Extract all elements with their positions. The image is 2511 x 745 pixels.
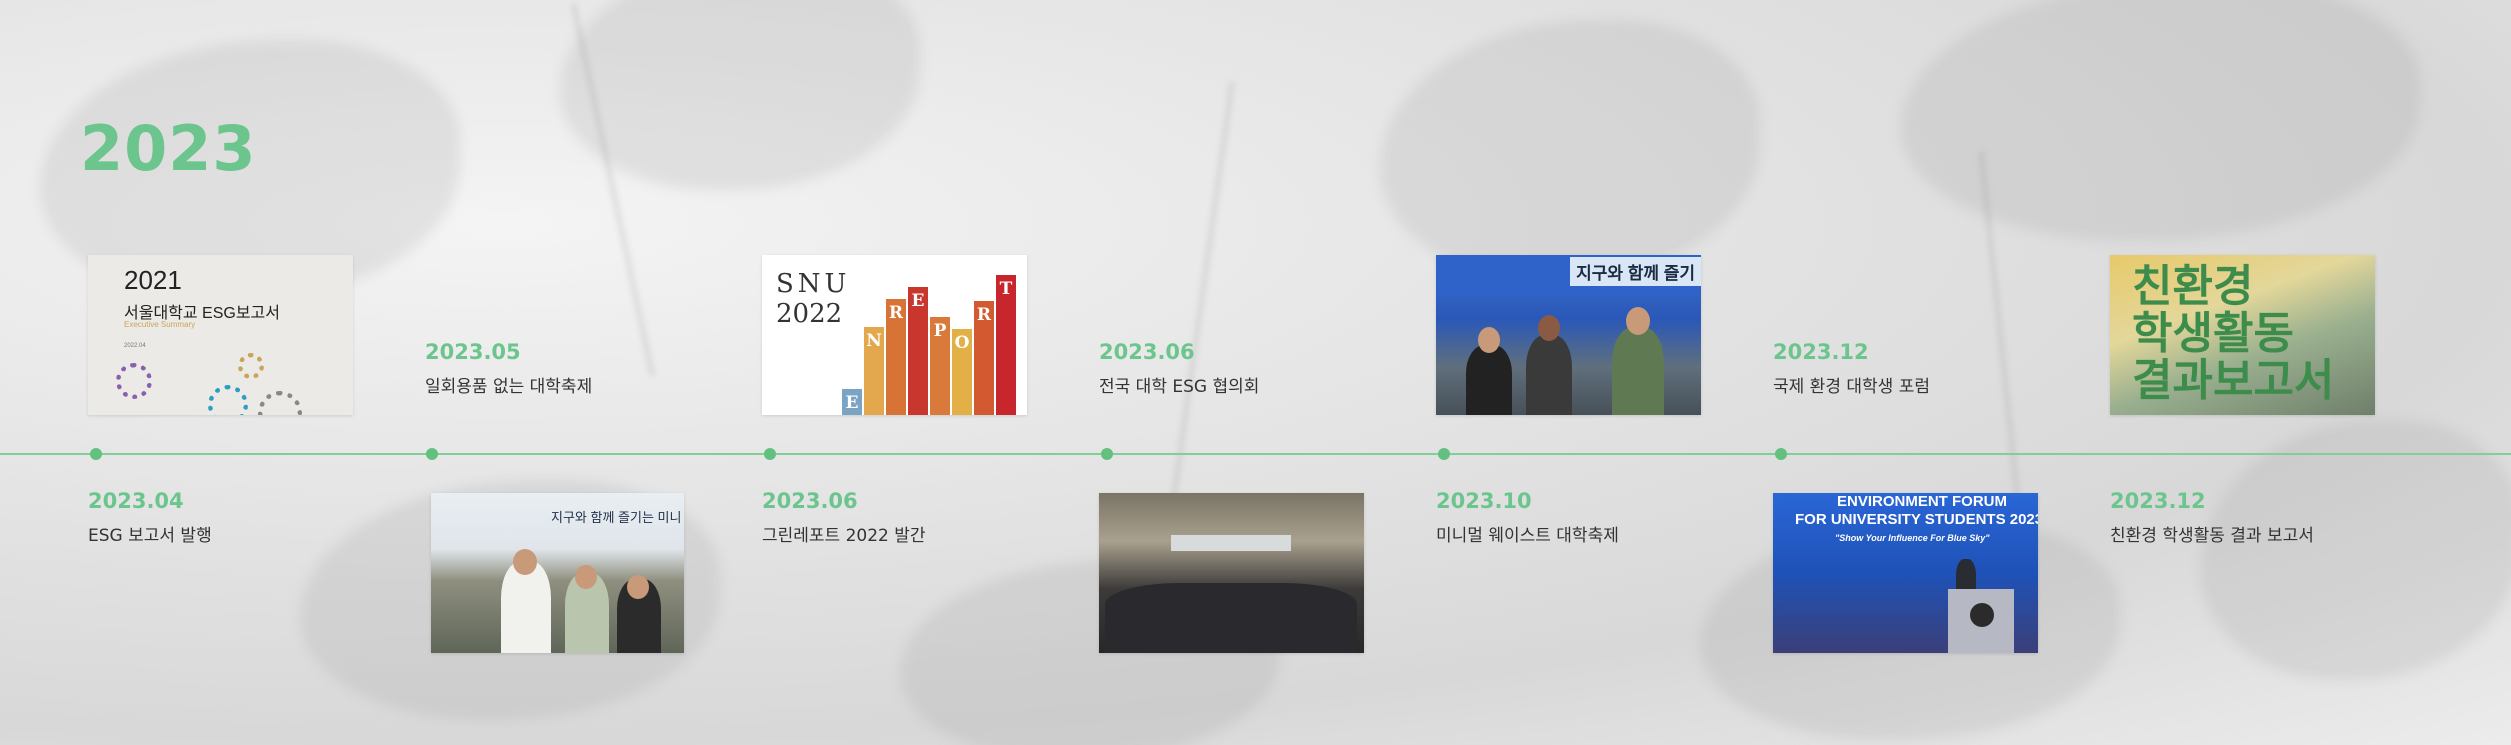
timeline-event: 2023.10 미니멀 웨이스트 대학축제	[1436, 489, 1619, 546]
forum-photo: ENVIRONMENT FORUM FOR UNIVERSITY STUDENT…	[1773, 493, 2038, 653]
timeline-event: 2023.05 일회용품 없는 대학축제	[425, 340, 592, 397]
timeline-year: 2023	[80, 112, 257, 185]
person-head	[513, 549, 537, 575]
report-bar: E	[908, 287, 928, 415]
timeline-event: 2023.12 친환경 학생활동 결과 보고서	[2110, 489, 2314, 546]
cover-year: 2021	[124, 265, 182, 295]
event-date: 2023.06	[1099, 340, 1195, 364]
timeline-event: 2023.06 그린레포트 2022 발간	[762, 489, 926, 546]
person-head	[627, 575, 649, 599]
cover-snu: SNU	[776, 269, 851, 299]
person	[501, 561, 551, 653]
timeline-event: 2023.06 전국 대학 ESG 협의회	[1099, 340, 1259, 397]
person-head	[1626, 307, 1650, 335]
timeline-dot	[1101, 448, 1113, 460]
gear-icon	[208, 385, 248, 415]
green-report-cover: SNU 2022 E N R E P O R T	[762, 255, 1027, 415]
podium	[1948, 589, 2014, 653]
event-date: 2023.12	[1773, 340, 1869, 364]
timeline-dot	[90, 448, 102, 460]
report-bar: O	[952, 329, 972, 415]
timeline-dot	[426, 448, 438, 460]
gear-icon	[238, 353, 264, 379]
report-bar: N	[864, 327, 884, 415]
person-head	[1538, 315, 1560, 341]
event-date: 2023.06	[762, 489, 858, 513]
photo-banner	[1171, 535, 1291, 551]
activity-report-cover: 친환경 학생활동 결과보고서	[2110, 255, 2375, 415]
timeline-event: 2023.12 국제 환경 대학생 포럼	[1773, 340, 1930, 397]
timeline-dot	[1775, 448, 1787, 460]
report-bar: E	[842, 389, 862, 415]
cover-date: 2022.04	[124, 343, 146, 349]
conference-group-photo	[1099, 493, 1364, 653]
gear-icon	[258, 391, 302, 415]
event-label: 전국 대학 ESG 협의회	[1099, 377, 1260, 397]
event-label: ESG 보고서 발행	[88, 526, 212, 546]
event-date: 2023.12	[2110, 489, 2206, 513]
photo-banner: 지구와 함께 즐기는 미니	[551, 510, 682, 525]
event-date: 2023.04	[88, 489, 184, 513]
cover-title: 서울대학교 ESG보고서	[124, 305, 280, 322]
festival-tent-photo: 지구와 함께 즐기는 미니	[431, 493, 684, 653]
university-seal-icon	[1970, 603, 1994, 627]
event-date: 2023.10	[1436, 489, 1532, 513]
timeline-dot	[1438, 448, 1450, 460]
person	[1612, 327, 1664, 415]
timeline-axis	[0, 453, 2511, 455]
report-bar: P	[930, 317, 950, 415]
gear-icon	[116, 363, 152, 399]
photo-banner: 지구와 함께 즐기	[1570, 257, 1701, 286]
cover-subtitle: Executive Summary	[124, 320, 196, 329]
person	[1526, 335, 1572, 415]
esg-report-cover: 2021 서울대학교 ESG보고서 Executive Summary 2022…	[88, 255, 353, 415]
festival-photo: 지구와 함께 즐기	[1436, 255, 1701, 415]
report-bar: R	[886, 299, 906, 415]
person	[1466, 345, 1512, 415]
forum-subtitle: FOR UNIVERSITY STUDENTS 2023	[1795, 511, 2038, 528]
cover-title: 친환경 학생활동 결과보고서	[2132, 261, 2335, 406]
report-bar: R	[974, 301, 994, 415]
report-bar: T	[996, 275, 1016, 415]
person-head	[1478, 327, 1500, 353]
event-label: 일회용품 없는 대학축제	[425, 377, 593, 397]
event-label: 친환경 학생활동 결과 보고서	[2110, 526, 2314, 546]
forum-title: ENVIRONMENT FORUM	[1837, 493, 2007, 510]
timeline-event: 2023.04 ESG 보고서 발행	[88, 489, 212, 546]
crowd	[1105, 583, 1357, 653]
forum-slogan: "Show Your Influence For Blue Sky"	[1835, 533, 1990, 543]
cover-year: 2022	[776, 299, 843, 329]
person-head	[575, 565, 597, 589]
event-label: 그린레포트 2022 발간	[762, 526, 926, 546]
event-label: 미니멀 웨이스트 대학축제	[1436, 526, 1619, 546]
timeline-dot	[764, 448, 776, 460]
event-label: 국제 환경 대학생 포럼	[1773, 377, 1930, 397]
event-date: 2023.05	[425, 340, 521, 364]
